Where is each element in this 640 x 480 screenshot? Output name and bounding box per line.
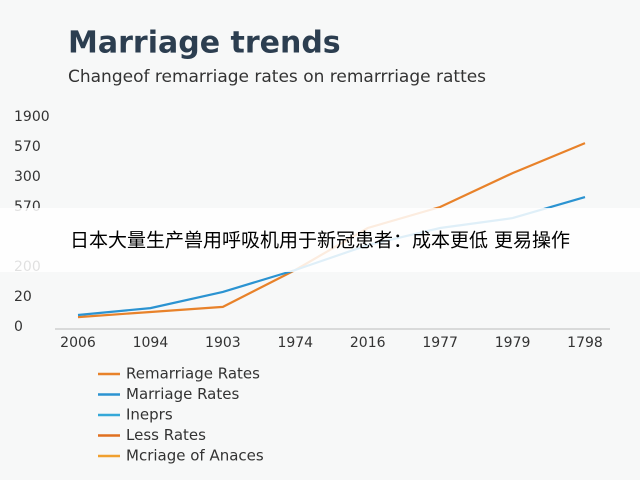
x-tick-label: 1979 (495, 335, 531, 351)
x-tick-label: 1974 (277, 335, 313, 351)
y-tick-label: 0 (14, 319, 23, 335)
legend-label: Marriage Rates (126, 385, 239, 403)
legend-label: Remarriage Rates (126, 365, 260, 383)
y-tick-label: 1900 (14, 109, 50, 125)
y-tick-label: 300 (14, 169, 41, 185)
x-tick-label: 2006 (60, 335, 96, 351)
banner-bg (0, 208, 640, 272)
legend-label: Mcriage of Anaces (126, 447, 264, 465)
x-tick-label: 1094 (133, 335, 169, 351)
y-tick-label: 570 (14, 139, 41, 155)
legend-label: Less Rates (126, 426, 206, 444)
x-tick-label: 1798 (567, 335, 603, 351)
x-tick-label: 1903 (205, 335, 241, 351)
x-tick-label: 2016 (350, 335, 386, 351)
chart-title: Marriage trends (68, 26, 341, 61)
x-tick-label: 1977 (422, 335, 458, 351)
chart-subtitle: Changeof remarriage rates on remarrriage… (68, 67, 486, 87)
banner-text: 日本大量生产兽用呼吸机用于新冠患者：成本更低 更易操作 (70, 230, 570, 252)
y-tick-label: 20 (14, 289, 32, 305)
legend-label: Ineprs (126, 406, 173, 424)
